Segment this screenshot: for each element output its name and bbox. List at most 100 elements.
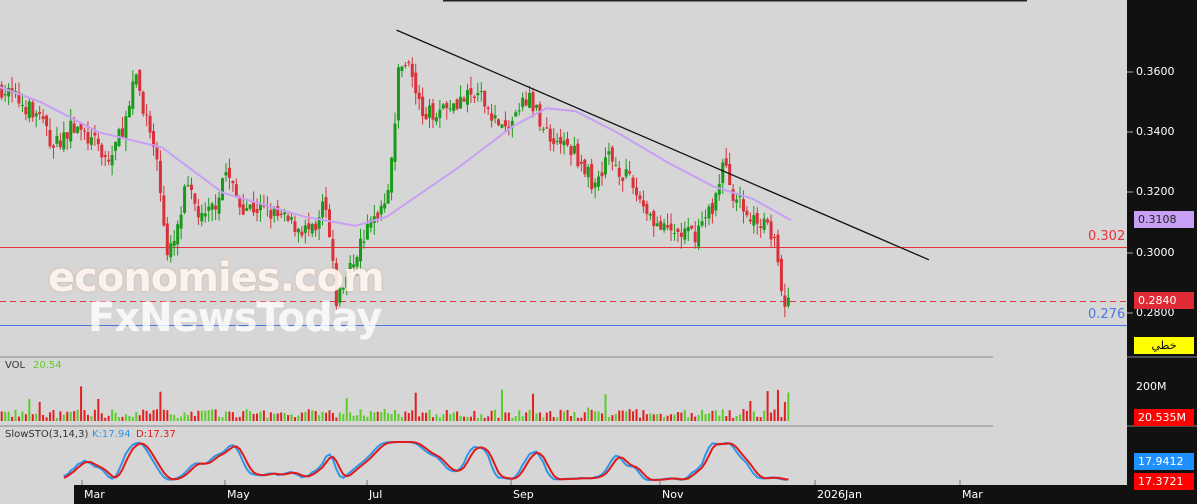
candle[interactable] [258, 203, 262, 211]
candle[interactable] [189, 184, 193, 190]
candle[interactable] [528, 93, 532, 108]
candle[interactable] [459, 96, 463, 109]
candle[interactable] [245, 208, 249, 211]
candle[interactable] [103, 155, 107, 158]
candle[interactable] [445, 103, 449, 108]
candle[interactable] [614, 164, 618, 166]
candle[interactable] [697, 225, 701, 247]
candle[interactable] [183, 186, 187, 213]
candle[interactable] [631, 177, 635, 188]
candle[interactable] [79, 123, 83, 130]
candle[interactable] [7, 87, 11, 97]
candle[interactable] [296, 228, 300, 233]
candle[interactable] [710, 202, 714, 214]
candle[interactable] [490, 113, 494, 121]
candle[interactable] [386, 189, 390, 204]
candle[interactable] [252, 201, 256, 213]
candle[interactable] [410, 63, 414, 77]
candle[interactable] [51, 145, 55, 148]
candle[interactable] [300, 231, 304, 236]
candle[interactable] [521, 97, 525, 108]
candle[interactable] [17, 92, 21, 104]
candle[interactable] [752, 215, 756, 226]
candle[interactable] [531, 91, 535, 112]
candle[interactable] [158, 160, 162, 194]
candle[interactable] [58, 140, 62, 147]
candle[interactable] [269, 210, 273, 219]
candle[interactable] [414, 72, 418, 94]
candle[interactable] [276, 206, 280, 217]
candle[interactable] [693, 231, 697, 243]
candle[interactable] [707, 206, 711, 219]
candle[interactable] [534, 105, 538, 108]
candle[interactable] [145, 114, 149, 116]
candle[interactable] [48, 129, 52, 147]
candle[interactable] [704, 217, 708, 219]
candle[interactable] [672, 232, 676, 234]
candle[interactable] [0, 84, 4, 98]
candle[interactable] [576, 143, 580, 167]
candle[interactable] [617, 167, 621, 177]
candle[interactable] [307, 223, 311, 230]
candle[interactable] [648, 213, 652, 216]
candle[interactable] [217, 197, 221, 214]
candle[interactable] [469, 87, 473, 95]
candle[interactable] [483, 90, 487, 107]
candle[interactable] [152, 131, 156, 148]
candle[interactable] [86, 132, 90, 144]
candle[interactable] [231, 180, 235, 184]
candle[interactable] [331, 238, 335, 261]
candle[interactable] [669, 223, 673, 231]
candle[interactable] [20, 105, 24, 107]
candle[interactable] [590, 163, 594, 190]
candle[interactable] [545, 127, 549, 129]
candle[interactable] [779, 258, 783, 292]
candle[interactable] [603, 157, 607, 175]
candle[interactable] [207, 206, 211, 211]
candle[interactable] [55, 136, 59, 144]
candle[interactable] [766, 219, 770, 223]
candle[interactable] [355, 256, 359, 267]
candle[interactable] [562, 140, 566, 146]
candle[interactable] [107, 159, 111, 162]
candle[interactable] [124, 116, 128, 140]
candle[interactable] [635, 187, 639, 196]
candle[interactable] [748, 219, 752, 222]
candle[interactable] [314, 223, 318, 231]
candle[interactable] [769, 221, 773, 240]
candle[interactable] [510, 120, 514, 128]
candle[interactable] [214, 205, 218, 210]
candle[interactable] [45, 115, 49, 127]
candle[interactable] [31, 102, 35, 118]
candle[interactable] [383, 203, 387, 209]
candle[interactable] [165, 223, 169, 256]
candle[interactable] [131, 81, 135, 109]
candle[interactable] [407, 62, 411, 64]
candle[interactable] [507, 126, 511, 130]
candle[interactable] [120, 128, 124, 137]
candle[interactable] [279, 213, 283, 215]
candle[interactable] [76, 126, 80, 133]
candle[interactable] [783, 295, 787, 307]
candle[interactable] [348, 262, 352, 273]
candle[interactable] [400, 66, 404, 72]
candle[interactable] [176, 224, 180, 245]
candle[interactable] [362, 241, 366, 243]
candle[interactable] [234, 184, 238, 197]
candle[interactable] [552, 138, 556, 145]
candle[interactable] [365, 223, 369, 240]
candle[interactable] [186, 185, 190, 187]
candle[interactable] [655, 223, 659, 227]
candle[interactable] [272, 208, 276, 216]
candle[interactable] [572, 145, 576, 154]
candle[interactable] [538, 104, 542, 127]
candle[interactable] [700, 221, 704, 226]
candle[interactable] [683, 228, 687, 240]
candle[interactable] [290, 217, 294, 220]
candle[interactable] [89, 137, 93, 145]
candle[interactable] [248, 204, 252, 209]
candle[interactable] [227, 167, 231, 178]
candle[interactable] [148, 115, 152, 133]
candle[interactable] [390, 157, 394, 193]
candle[interactable] [65, 132, 69, 139]
